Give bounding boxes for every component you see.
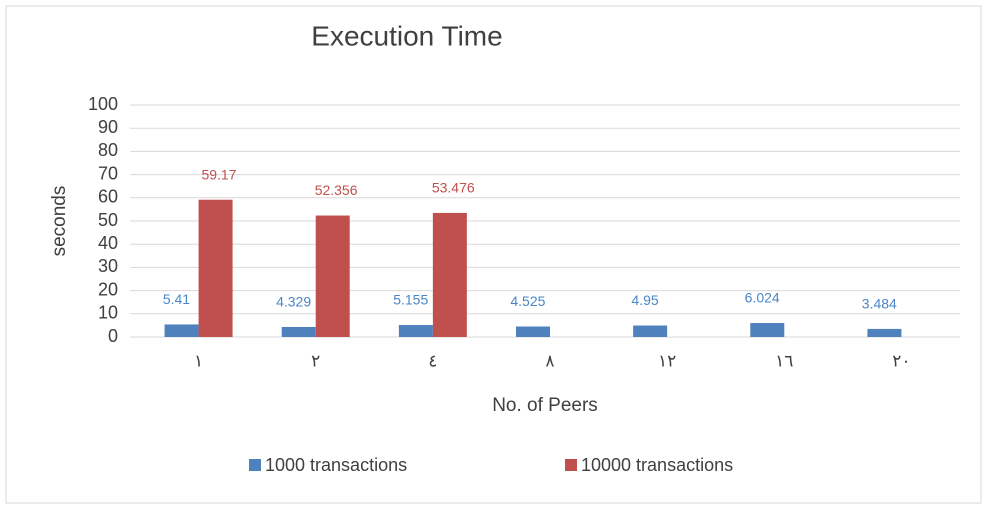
y-tick-label: 60 — [98, 187, 118, 207]
data-label: 5.155 — [393, 292, 428, 308]
y-tick-label: 100 — [88, 94, 118, 114]
bar — [750, 323, 785, 337]
data-label: 4.525 — [510, 293, 545, 309]
chart-title: Execution Time — [311, 20, 502, 51]
bar — [281, 326, 316, 337]
data-label: 4.329 — [276, 294, 311, 310]
y-axis-label: seconds — [49, 186, 70, 257]
x-tick-label: ٢ — [311, 351, 320, 370]
bar — [867, 328, 902, 337]
y-tick-label: 90 — [98, 117, 118, 137]
bar — [164, 324, 199, 337]
data-label: 53.476 — [432, 180, 475, 196]
y-tick-label: 10 — [98, 303, 118, 323]
legend-swatch — [565, 459, 577, 471]
data-label: 6.024 — [745, 290, 780, 306]
legend-label: 10000 transactions — [581, 455, 733, 475]
data-label: 4.95 — [631, 292, 658, 308]
bar — [432, 212, 467, 337]
x-tick-label: ١٦ — [775, 351, 793, 370]
bar — [516, 326, 550, 337]
x-tick-label: ١ — [194, 351, 203, 370]
x-tick-label: ٤ — [428, 351, 437, 370]
bar — [633, 325, 668, 337]
legend-swatch — [249, 459, 261, 471]
data-label: 59.17 — [201, 166, 236, 182]
y-tick-label: 50 — [98, 210, 118, 230]
data-label: 5.41 — [163, 291, 190, 307]
x-tick-label: ٨ — [545, 351, 554, 370]
chart-border — [5, 5, 982, 504]
x-axis-label: No. of Peers — [492, 395, 598, 416]
y-tick-label: 70 — [98, 163, 118, 183]
y-tick-label: 40 — [98, 233, 118, 253]
data-label: 52.356 — [315, 182, 358, 198]
x-tick-label: ٢٠ — [892, 351, 910, 370]
x-tick-label: ١٢ — [658, 351, 676, 370]
bar — [198, 199, 233, 337]
bar — [398, 325, 433, 337]
y-tick-label: 80 — [98, 140, 118, 160]
data-label: 3.484 — [862, 296, 897, 312]
y-tick-label: 20 — [98, 279, 118, 299]
y-tick-label: 0 — [108, 326, 118, 346]
y-tick-label: 30 — [98, 256, 118, 276]
legend-label: 1000 transactions — [265, 455, 407, 475]
bar — [315, 215, 350, 337]
